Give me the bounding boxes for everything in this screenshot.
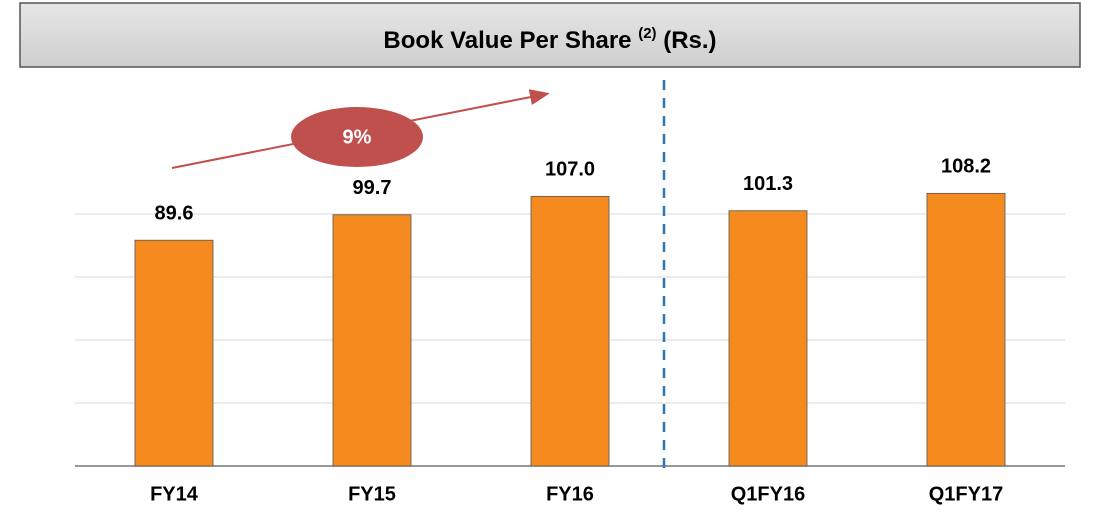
growth-bubble (291, 107, 423, 167)
x-tick-label: Q1FY16 (731, 483, 805, 505)
data-label: 89.6 (155, 202, 194, 224)
title-unit: (Rs.) (663, 27, 716, 54)
bar (134, 239, 214, 467)
data-label: 99.7 (353, 177, 392, 199)
title-main: Book Value Per Share (383, 27, 631, 54)
x-tick-label: FY14 (150, 483, 199, 505)
data-label: 108.2 (941, 156, 991, 178)
x-tick-label: FY15 (348, 483, 396, 505)
title-box (19, 2, 1081, 68)
bar (728, 210, 808, 467)
title-note: (2) (638, 25, 656, 42)
bar (332, 214, 412, 467)
data-label: 101.3 (743, 173, 793, 195)
bar (926, 192, 1006, 467)
chart-title: Book Value Per Share (2) (Rs.) (383, 19, 716, 54)
growth-label: 9% (343, 126, 372, 148)
data-label: 107.0 (545, 159, 595, 181)
x-tick-label: Q1FY17 (929, 483, 1003, 505)
x-tick-label: FY16 (546, 483, 594, 505)
bar (530, 195, 610, 467)
